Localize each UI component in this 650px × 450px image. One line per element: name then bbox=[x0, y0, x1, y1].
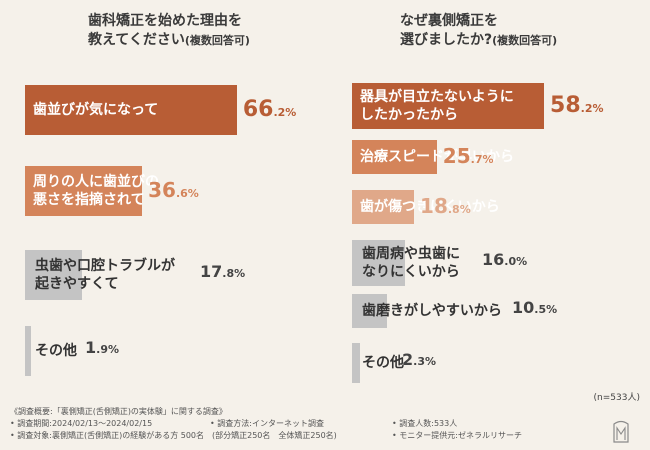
chart-right-bar-1 bbox=[352, 140, 437, 174]
chart-right-bar-value-4: 10.5% bbox=[512, 298, 558, 317]
chart-right-bar-label-0: 器具が目立たないように したかったから bbox=[360, 89, 514, 123]
chart-right-bar-2 bbox=[352, 190, 415, 224]
chart-right-bar-value-0: 58.2% bbox=[550, 93, 604, 118]
right-bar-chart: 器具が目立たないように したかったから 58.2% 治療スピードが早いから 25.7% 歯… bbox=[352, 78, 642, 398]
chart-right-bar-value-1: 25.7% bbox=[442, 144, 494, 168]
chart-right-bar-value-2: 18.8% bbox=[420, 194, 471, 218]
left-title-line2: 教えてください bbox=[88, 32, 185, 48]
chart-right-bar-3 bbox=[352, 240, 405, 286]
chart-left-bar-value-1: 36.6% bbox=[148, 178, 199, 202]
chart-right-bar-label-5: その他 bbox=[362, 355, 404, 371]
footnote-target: • 調査対象:裏側矯正(舌側矯正)の経験がある方 500名 (部分矯正250名 … bbox=[10, 431, 337, 440]
chart-right-bar-label-1: 治療スピードが早いから bbox=[360, 149, 514, 165]
left-title-line1: 歯科矯正を始めた理由を bbox=[88, 13, 242, 29]
footnote-method: • 調査方法:インターネット調査 bbox=[210, 419, 324, 428]
footnote-title: 《調査概要:「裏側矯正(舌側矯正)の実体験」に関する調査》 bbox=[10, 407, 227, 416]
left-chart-title: 歯科矯正を始めた理由を 教えてください(複数回答可) bbox=[88, 12, 250, 50]
chart-left-bar-label-2: 虫歯や口腔トラブルが 起きやすくて bbox=[35, 258, 175, 292]
chart-left-bar-label-3: その他 bbox=[35, 343, 77, 359]
footnote-count: • 調査人数:533人 bbox=[392, 419, 458, 428]
chart-left-bar-label-1: 周りの人に歯並びの 悪さを指摘されて bbox=[33, 174, 159, 208]
right-chart-title: なぜ裏側矯正を 選びましたか?(複数回答可) bbox=[400, 12, 557, 50]
chart-left-bar-3 bbox=[25, 326, 32, 376]
chart-left-bar-value-0: 66.2% bbox=[242, 97, 297, 122]
chart-right-bar-0 bbox=[352, 83, 545, 129]
chart-right-bar-label-4: 歯磨きがしやすいから bbox=[362, 303, 502, 319]
chart-left-bar-1 bbox=[25, 166, 143, 216]
respondents-count: (n=533人) bbox=[593, 393, 640, 403]
left-title-note: (複数回答可) bbox=[184, 34, 250, 47]
chart-left-bar-2 bbox=[25, 250, 82, 300]
chart-right-bar-label-3: 歯周病や虫歯に なりにくいから bbox=[362, 246, 460, 280]
chart-right-bar-value-5: 2.3% bbox=[402, 350, 436, 369]
chart-left-bar-0 bbox=[25, 85, 237, 135]
left-bar-chart: 歯並びが気になって 66.2% 周りの人に歯並びの 悪さを指摘されて 36.6% 虫歯や口… bbox=[25, 78, 320, 398]
right-title-line1: なぜ裏側矯正を bbox=[400, 13, 498, 29]
footnote-period: • 調査期間:2024/02/13〜2024/02/15 bbox=[10, 419, 153, 428]
chart-left-bar-value-2: 17.8% bbox=[200, 262, 246, 281]
chart-left-bar-label-0: 歯並びが気になって bbox=[33, 102, 159, 118]
chart-left-bar-value-3: 1.9% bbox=[85, 338, 119, 357]
chart-right-bar-label-2: 歯が傷つきにくいから bbox=[360, 199, 500, 215]
chart-right-bar-5 bbox=[352, 343, 360, 383]
chart-right-bar-4 bbox=[352, 294, 387, 328]
brand-logo-icon bbox=[613, 420, 629, 443]
right-title-line2: 選びましたか? bbox=[400, 32, 493, 48]
chart-right-bar-value-3: 16.0% bbox=[482, 250, 528, 269]
right-title-note: (複数回答可) bbox=[492, 34, 558, 47]
footnote-provider: • モニター提供元:ゼネラルリサーチ bbox=[392, 431, 522, 440]
